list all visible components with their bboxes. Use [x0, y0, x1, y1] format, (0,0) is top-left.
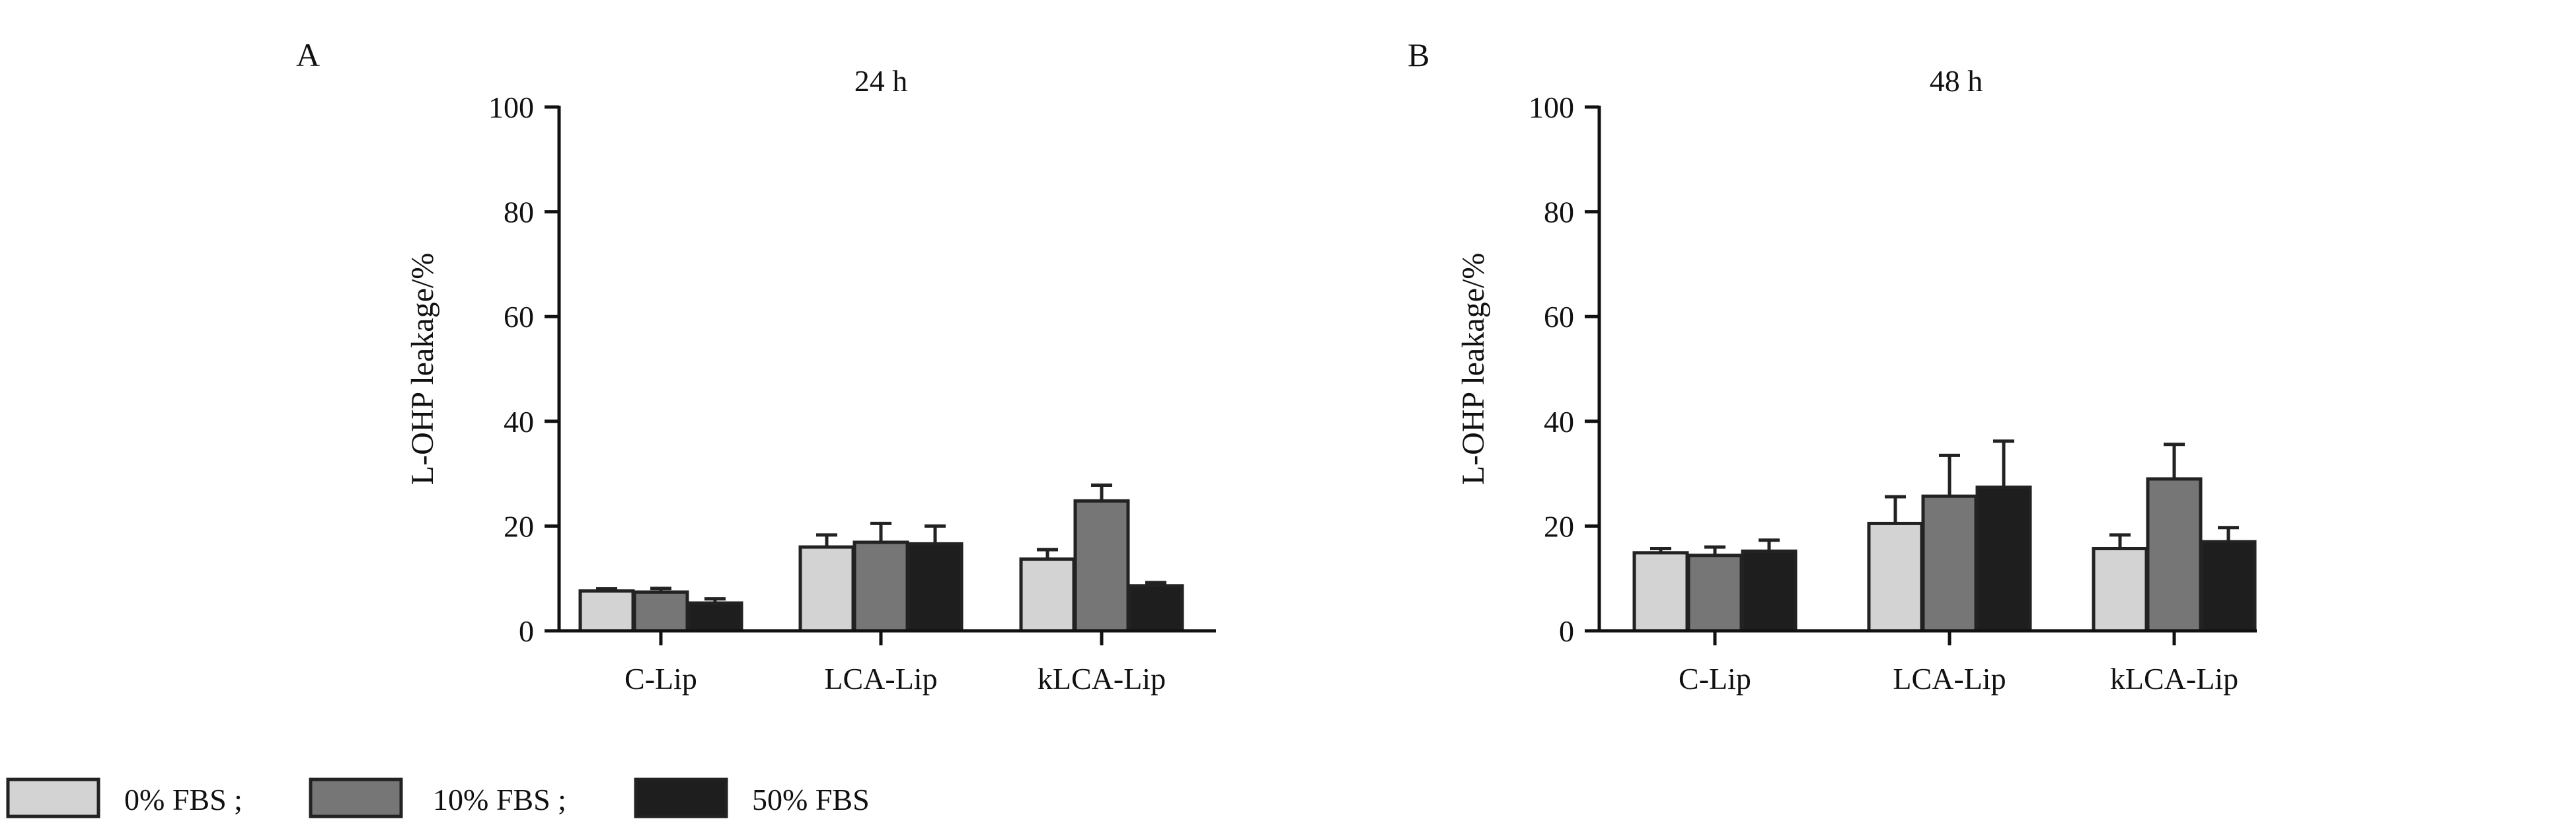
bar: [1019, 557, 1076, 633]
bar: [2146, 477, 2203, 633]
bar: [2092, 546, 2148, 633]
legend-label: 0% FBS ;: [124, 783, 243, 816]
bar: [1921, 494, 1978, 633]
legend: 0% FBS ; 10% FBS ; 50% FBS: [6, 777, 870, 818]
x-tick-label: LCA-Lip: [1893, 662, 2006, 696]
y-tick-label: 80: [1544, 196, 1574, 229]
legend-label: 10% FBS ;: [433, 783, 566, 816]
y-tick-label: 0: [519, 614, 534, 648]
y-tick-label: 40: [1544, 405, 1574, 439]
y-tick-label: 100: [488, 90, 534, 124]
y-tick-label: 100: [1529, 90, 1574, 124]
bar: [1127, 584, 1184, 633]
x-tick-label: kLCA-Lip: [2110, 662, 2238, 696]
chart-title: 48 h: [1930, 64, 1983, 98]
bar: [1686, 554, 1743, 633]
panel-label: B: [1408, 36, 1429, 73]
x-tick-label: kLCA-Lip: [1038, 662, 1166, 696]
bar: [1741, 549, 1798, 633]
x-tick-label: C-Lip: [625, 662, 697, 696]
legend-item: 0% FBS ;: [6, 777, 243, 818]
bar: [798, 545, 855, 633]
y-axis-label: L-OHP leakage/%: [405, 253, 440, 485]
legend-swatch: [634, 777, 728, 818]
bar: [2200, 540, 2257, 633]
bar: [1867, 521, 1924, 633]
y-tick-label: 60: [1544, 300, 1574, 334]
panel-label: A: [296, 36, 320, 73]
chart-panel-a: A 24 h L-OHP leakage/% C-Lip LCA-Lip kLCA-Lip…: [296, 36, 1216, 696]
y-tick-label: 40: [504, 405, 534, 439]
legend-label: 50% FBS: [752, 783, 870, 816]
bar: [1975, 485, 2032, 633]
chart-panel-b: B 48 h L-OHP leakage/% C-Lip LCA-Lip kLCA-Lip…: [1408, 36, 2257, 696]
x-tick-label: C-Lip: [1679, 662, 1751, 696]
y-axis-label: L-OHP leakage/%: [1456, 253, 1491, 485]
legend-item: 10% FBS ;: [309, 777, 566, 818]
bar: [1073, 499, 1130, 633]
legend-swatch: [6, 777, 100, 818]
y-tick-label: 60: [504, 300, 534, 334]
chart-title: 24 h: [854, 64, 908, 98]
y-tick-label: 0: [1559, 614, 1574, 648]
bar: [687, 601, 743, 633]
bar: [1632, 551, 1689, 633]
y-tick-label: 20: [1544, 509, 1574, 543]
bar: [632, 590, 689, 633]
legend-item: 50% FBS: [634, 777, 870, 818]
bar: [578, 589, 635, 633]
bar: [852, 540, 909, 633]
x-tick-label: LCA-Lip: [824, 662, 937, 696]
y-tick-label: 20: [504, 509, 534, 543]
y-tick-label: 80: [504, 196, 534, 229]
bar: [907, 542, 964, 633]
legend-swatch: [309, 777, 403, 818]
